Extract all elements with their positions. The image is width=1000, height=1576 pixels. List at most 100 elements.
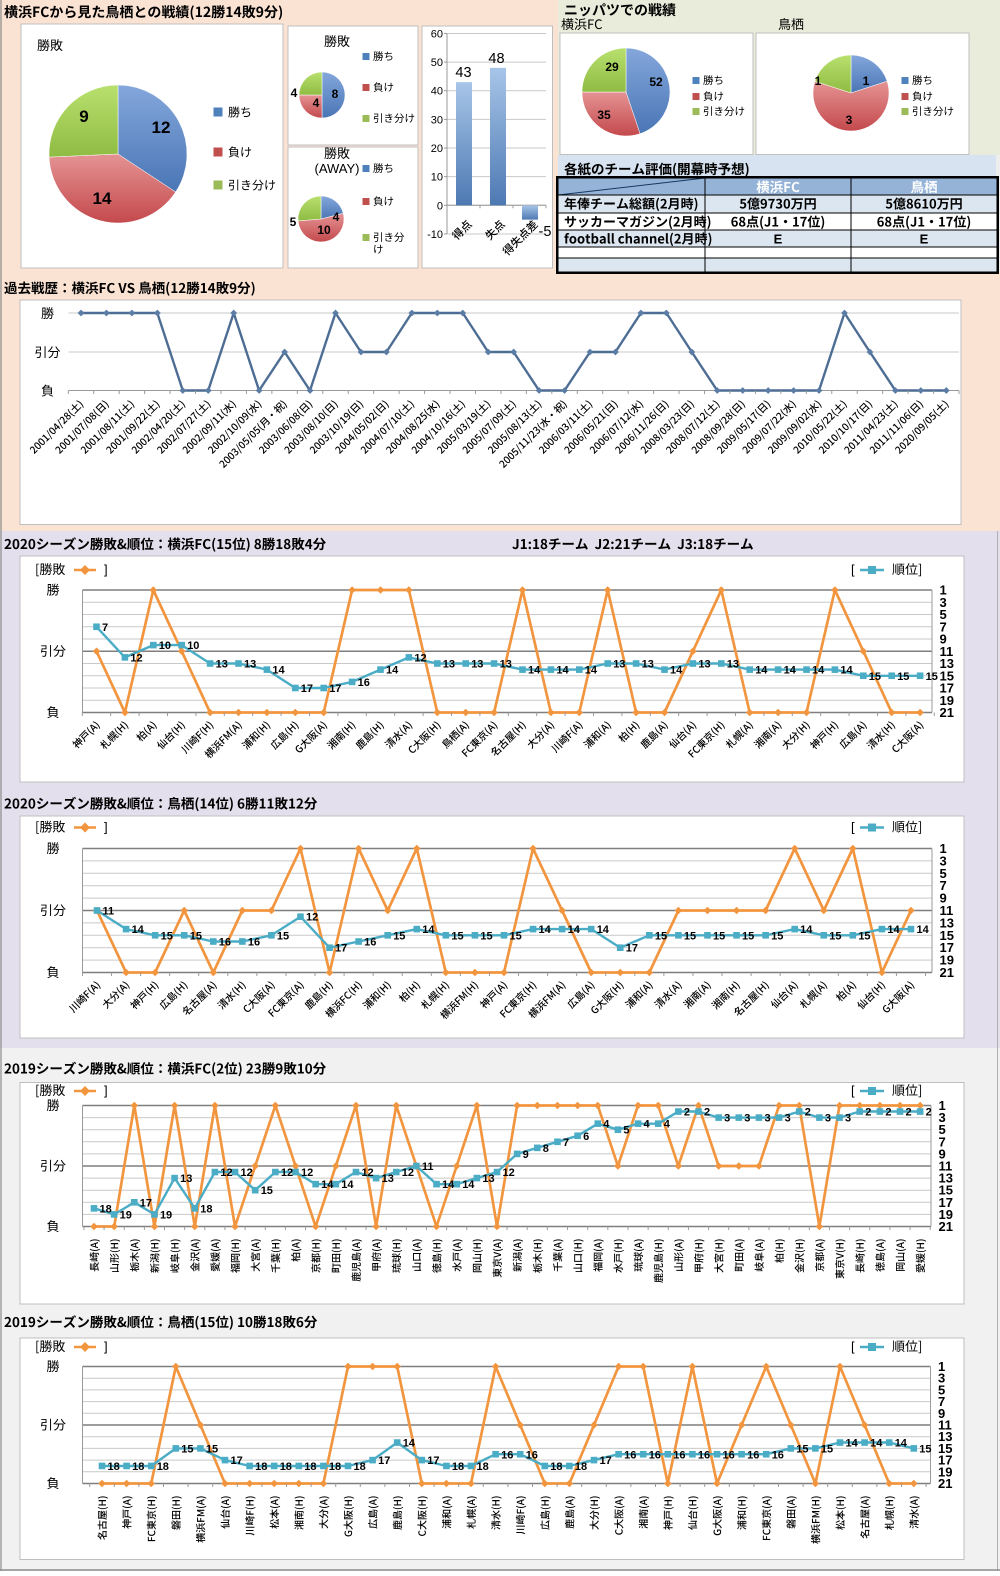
svg-text:48: 48	[488, 51, 504, 67]
svg-text:14: 14	[321, 1179, 334, 1191]
svg-text:1: 1	[938, 1359, 945, 1374]
svg-text:1: 1	[939, 1098, 946, 1113]
svg-text:17: 17	[626, 943, 638, 955]
svg-text:9: 9	[940, 891, 947, 906]
svg-text:14: 14	[812, 665, 825, 677]
svg-text:3: 3	[846, 113, 853, 127]
svg-text:16: 16	[358, 677, 370, 689]
svg-text:15: 15	[926, 671, 938, 683]
svg-text:21: 21	[940, 965, 954, 980]
svg-text:13: 13	[443, 659, 455, 671]
svg-text:15: 15	[821, 1443, 833, 1455]
svg-text:3: 3	[825, 1113, 831, 1125]
svg-text:12: 12	[241, 1167, 253, 1179]
svg-text:13: 13	[180, 1173, 192, 1185]
svg-text:10: 10	[159, 640, 171, 652]
svg-text:17: 17	[940, 681, 954, 696]
svg-text:18: 18	[100, 1203, 112, 1215]
svg-text:13: 13	[482, 1173, 494, 1185]
svg-text:18: 18	[304, 1461, 316, 1473]
svg-text:19: 19	[939, 1207, 953, 1222]
svg-text:35: 35	[597, 108, 611, 122]
svg-text:18: 18	[354, 1461, 366, 1473]
svg-text:11: 11	[940, 903, 954, 918]
svg-text:15: 15	[655, 930, 667, 942]
svg-text:E: E	[920, 232, 929, 247]
svg-text:17: 17	[427, 1455, 439, 1467]
svg-text:15: 15	[940, 928, 954, 943]
svg-text:17: 17	[329, 683, 341, 695]
svg-text:18: 18	[329, 1461, 341, 1473]
svg-text:]: ]	[104, 1083, 108, 1098]
svg-text:14: 14	[93, 189, 112, 208]
svg-text:14: 14	[528, 665, 541, 677]
svg-text:14: 14	[800, 924, 813, 936]
svg-text:14: 14	[585, 665, 598, 677]
svg-text:15: 15	[940, 668, 954, 683]
svg-text:11: 11	[103, 906, 115, 918]
svg-text:16: 16	[747, 1449, 759, 1461]
svg-text:18: 18	[477, 1461, 489, 1473]
svg-text:10: 10	[187, 640, 199, 652]
svg-text:14: 14	[386, 665, 399, 677]
svg-text:5: 5	[940, 607, 947, 622]
svg-text:15: 15	[869, 671, 881, 683]
svg-text:14: 14	[870, 1438, 883, 1450]
svg-text:16: 16	[248, 937, 260, 949]
svg-text:15: 15	[181, 1443, 193, 1455]
svg-text:16: 16	[526, 1449, 538, 1461]
svg-text:14: 14	[442, 1179, 455, 1191]
svg-text:14: 14	[916, 924, 929, 936]
svg-text:19: 19	[160, 1209, 172, 1221]
svg-text:13: 13	[939, 1171, 953, 1186]
svg-text:15: 15	[509, 930, 521, 942]
svg-text:21: 21	[938, 1476, 952, 1491]
svg-text:14: 14	[568, 924, 581, 936]
svg-text:3: 3	[845, 1113, 851, 1125]
svg-text:13: 13	[471, 659, 483, 671]
svg-text:14: 14	[755, 665, 768, 677]
svg-text:2: 2	[906, 1107, 912, 1119]
svg-text:15: 15	[261, 1185, 273, 1197]
svg-text:5: 5	[938, 1382, 945, 1397]
svg-text:52: 52	[649, 75, 663, 89]
svg-text:15: 15	[829, 930, 841, 942]
svg-text:14: 14	[846, 1438, 859, 1450]
svg-text:1: 1	[863, 74, 870, 88]
svg-text:50: 50	[431, 57, 443, 69]
svg-text:18: 18	[157, 1461, 169, 1473]
svg-text:12: 12	[152, 118, 171, 137]
svg-text:]: ]	[104, 1339, 108, 1354]
svg-text:3: 3	[940, 853, 947, 868]
svg-text:17: 17	[335, 943, 347, 955]
svg-text:15: 15	[897, 671, 909, 683]
svg-text:3: 3	[938, 1371, 945, 1386]
svg-text:19: 19	[120, 1209, 132, 1221]
svg-text:7: 7	[938, 1394, 945, 1409]
svg-text:13: 13	[698, 659, 710, 671]
svg-text:5: 5	[940, 866, 947, 881]
svg-text:13: 13	[613, 659, 625, 671]
svg-text:11: 11	[939, 1159, 953, 1174]
svg-text:17: 17	[938, 1453, 952, 1468]
svg-text:4: 4	[664, 1119, 671, 1131]
svg-text:10: 10	[431, 172, 443, 184]
svg-text:[: [	[851, 820, 855, 835]
svg-text:14: 14	[840, 665, 853, 677]
svg-text:13: 13	[727, 659, 739, 671]
svg-text:15: 15	[480, 930, 492, 942]
svg-text:1: 1	[940, 583, 947, 598]
svg-text:-5: -5	[539, 224, 552, 240]
svg-text:19: 19	[940, 953, 954, 968]
svg-text:18: 18	[452, 1461, 464, 1473]
svg-text:15: 15	[938, 1441, 952, 1456]
svg-text:1: 1	[940, 841, 947, 856]
svg-text:18: 18	[255, 1461, 267, 1473]
svg-text:13: 13	[216, 659, 228, 671]
svg-text:3: 3	[764, 1113, 770, 1125]
svg-text:(AWAY): (AWAY)	[314, 161, 359, 176]
svg-text:2: 2	[865, 1107, 871, 1119]
svg-text:15: 15	[161, 930, 173, 942]
svg-text:4: 4	[644, 1119, 651, 1131]
svg-text:11: 11	[422, 1161, 434, 1173]
